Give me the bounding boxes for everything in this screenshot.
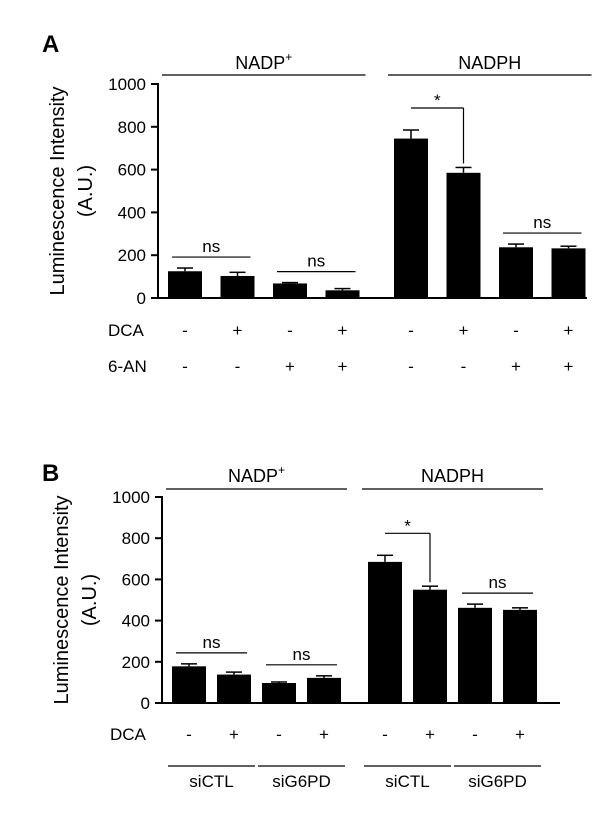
y-tick-label: 200 (122, 653, 150, 672)
y-tick-label: 400 (122, 612, 150, 631)
y-tick-label: 800 (122, 529, 150, 548)
bar (220, 275, 255, 298)
bar (458, 607, 492, 703)
y-tick-label: 600 (118, 161, 146, 180)
y-axis-title-units: (A.U.) (79, 574, 101, 626)
condition-mark: + (319, 725, 329, 744)
condition-mark: - (182, 321, 188, 340)
condition-mark: - (408, 357, 414, 376)
y-axis-title: Luminescence Intensity (51, 495, 73, 704)
condition-mark: - (472, 725, 478, 744)
condition-mark: - (182, 357, 188, 376)
y-tick-label: 0 (137, 289, 146, 308)
subgroup-label: siG6PD (272, 772, 331, 791)
bar (168, 271, 202, 298)
bar (499, 247, 533, 298)
significance-label: ns (533, 213, 551, 232)
subgroup-label: siG6PD (468, 772, 527, 791)
condition-mark: + (229, 725, 239, 744)
condition-mark: - (461, 357, 467, 376)
condition-mark: + (564, 357, 574, 376)
bar (172, 666, 206, 703)
condition-mark: - (382, 725, 388, 744)
y-tick-label: 800 (118, 118, 146, 137)
subgroup-label: siCTL (189, 772, 233, 791)
group-label: NADP+ (228, 463, 285, 486)
bar (262, 683, 296, 703)
y-tick-label: 1000 (112, 488, 150, 507)
condition-mark: + (233, 321, 243, 340)
y-axis-title: Luminescence Intensity (47, 86, 69, 295)
significance-label: ns (293, 645, 311, 664)
condition-mark: + (285, 357, 295, 376)
y-tick-label: 400 (118, 203, 146, 222)
significance-label: ns (203, 633, 221, 652)
bar (394, 138, 428, 298)
y-tick-label: 600 (122, 570, 150, 589)
group-label: NADP+ (235, 50, 292, 73)
condition-label: 6-AN (108, 357, 147, 376)
condition-label: DCA (110, 725, 147, 744)
y-axis-title-units: (A.U.) (75, 165, 97, 217)
bar (503, 609, 537, 703)
group-label: NADPH (458, 53, 521, 73)
condition-mark: + (564, 321, 574, 340)
condition-mark: - (186, 725, 192, 744)
bar (551, 248, 586, 298)
y-tick-label: 200 (118, 246, 146, 265)
condition-mark: + (338, 321, 348, 340)
condition-mark: - (287, 321, 293, 340)
significance-label: * (434, 91, 441, 110)
bar (446, 172, 481, 298)
bar (307, 677, 341, 703)
group-label: NADPH (421, 466, 484, 486)
panel-a: A Luminescence Intensity (A.U.) 0 200 400 600 8… (42, 31, 592, 376)
bar (273, 283, 307, 298)
bar (217, 674, 251, 703)
condition-mark: - (408, 321, 414, 340)
panel-b: B Luminescence Intensity (A.U.) 0 200 400 600 8… (42, 460, 560, 791)
significance-label: ns (489, 573, 507, 592)
condition-label: DCA (108, 321, 145, 340)
significance-label: * (404, 516, 411, 535)
bar (413, 589, 447, 703)
condition-mark: - (276, 725, 282, 744)
condition-mark: - (235, 357, 241, 376)
significance-label: ns (202, 237, 220, 256)
condition-mark: + (338, 357, 348, 376)
y-tick-label: 0 (141, 694, 150, 713)
condition-mark: + (425, 725, 435, 744)
bar (368, 561, 402, 703)
significance-label: ns (307, 252, 325, 271)
condition-mark: + (511, 357, 521, 376)
bar (325, 290, 360, 298)
panel-label: B (42, 460, 59, 487)
condition-mark: + (515, 725, 525, 744)
subgroup-label: siCTL (385, 772, 429, 791)
panel-label: A (42, 31, 59, 58)
condition-mark: + (459, 321, 469, 340)
condition-mark: - (513, 321, 519, 340)
y-tick-label: 1000 (108, 75, 146, 94)
